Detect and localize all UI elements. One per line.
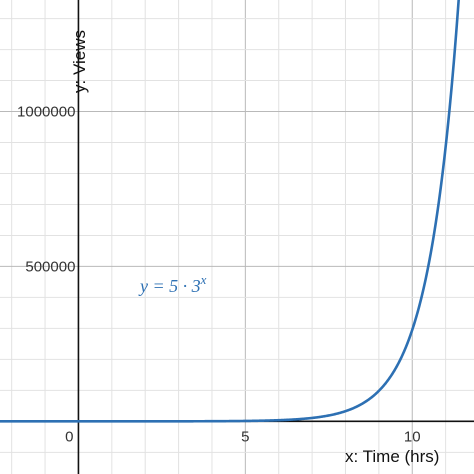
y-tick-label: 500000	[25, 258, 75, 275]
equation-label: y = 5 · 3x	[138, 272, 207, 296]
x-tick-label: 10	[404, 428, 421, 445]
series-line	[0, 0, 460, 423]
x-tick-label: 5	[241, 428, 249, 445]
x-tick-label: 0	[65, 428, 73, 445]
y-axis-label: y: Views	[70, 30, 89, 93]
y-tick-label: 1000000	[17, 104, 75, 121]
x-axis-label: x: Time (hrs)	[345, 447, 439, 466]
tick-labels: 0 5 10 500000 1000000	[17, 104, 421, 446]
